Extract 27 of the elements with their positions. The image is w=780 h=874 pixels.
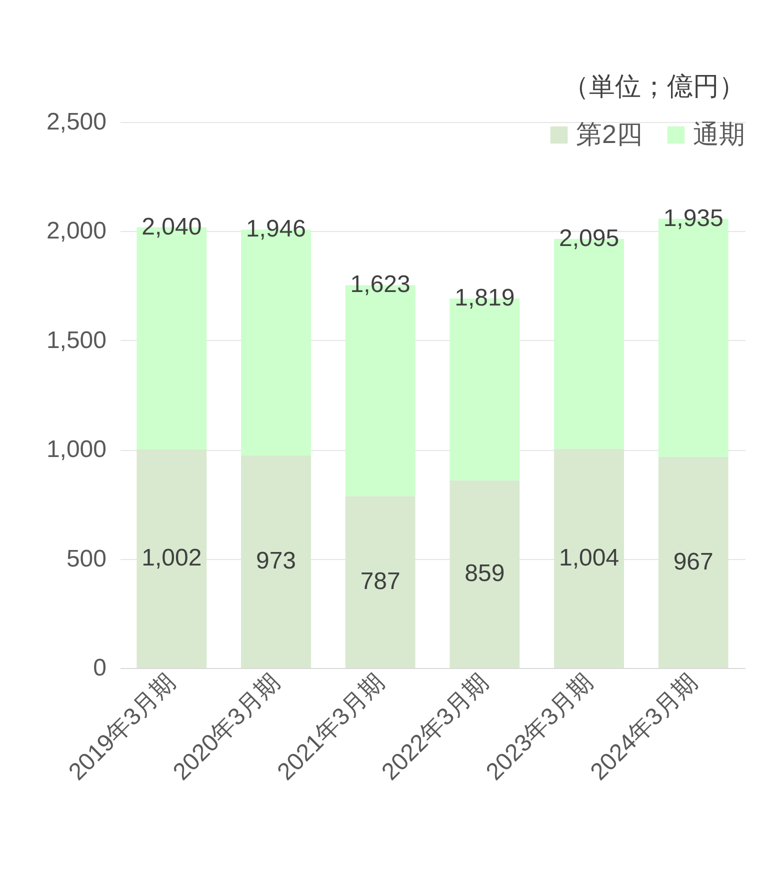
annotation: 2,095 xyxy=(558,224,620,252)
y-tick-label: 0 xyxy=(93,654,106,682)
bar xyxy=(345,496,416,668)
bar xyxy=(241,455,311,668)
text: （単位；億円） xyxy=(563,71,745,101)
annotation: 1,946 xyxy=(246,216,306,243)
y-tick-label: 2,000 xyxy=(46,218,106,245)
bar xyxy=(136,449,207,668)
y-tick-label: 1,000 xyxy=(46,436,106,464)
bar xyxy=(658,456,728,668)
bar xyxy=(554,448,624,668)
data-label: 967 xyxy=(673,548,714,576)
legend-label: 通期 xyxy=(693,119,745,149)
y-tick-label: 1,500 xyxy=(46,326,106,354)
annotation: 1,623 xyxy=(350,271,410,298)
y-tick-label: 500 xyxy=(66,545,106,572)
data-label: 1,004 xyxy=(558,544,620,572)
data-label: 1,002 xyxy=(142,544,202,572)
data-label: 859 xyxy=(464,560,505,588)
y-tick-label: 2,500 xyxy=(46,108,106,136)
data-label: 973 xyxy=(256,548,296,575)
legend-label: 第2四 xyxy=(576,119,642,149)
bar xyxy=(450,480,520,668)
data-label: 787 xyxy=(360,568,400,596)
annotation: 1,819 xyxy=(454,284,515,312)
annotation: 2,040 xyxy=(142,213,202,240)
annotation: 1,935 xyxy=(663,204,724,232)
